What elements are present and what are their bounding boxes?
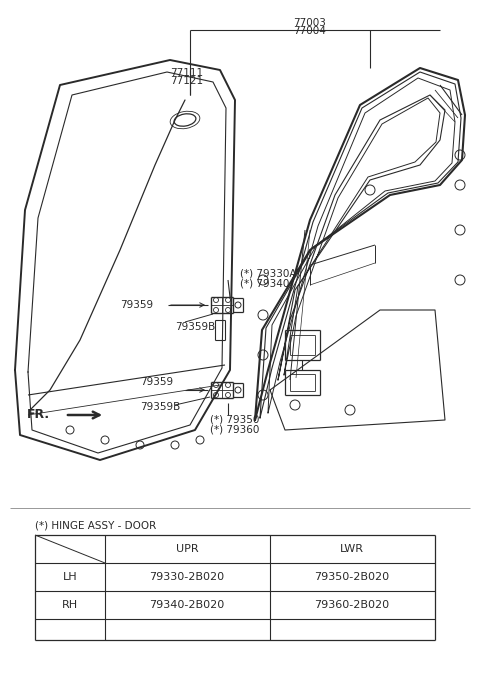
Text: (*) 79360: (*) 79360 <box>210 425 259 435</box>
Text: 79359B: 79359B <box>175 322 215 332</box>
Text: UPR: UPR <box>176 544 198 554</box>
Text: 77121: 77121 <box>170 76 203 86</box>
Text: 79359B: 79359B <box>140 402 180 412</box>
Text: (*) 79350: (*) 79350 <box>210 415 259 425</box>
Text: (*) HINGE ASSY - DOOR: (*) HINGE ASSY - DOOR <box>35 520 156 530</box>
Text: FR.: FR. <box>27 409 50 421</box>
Text: 79359: 79359 <box>140 377 173 387</box>
Text: 79340-2B020: 79340-2B020 <box>149 600 225 610</box>
Text: RH: RH <box>62 600 78 610</box>
Text: 79330-2B020: 79330-2B020 <box>149 572 225 582</box>
Text: 79350-2B020: 79350-2B020 <box>314 572 390 582</box>
Text: 77004: 77004 <box>294 26 326 36</box>
Text: LWR: LWR <box>340 544 364 554</box>
Text: 77111: 77111 <box>170 68 203 78</box>
Text: (*) 79330A: (*) 79330A <box>240 268 297 278</box>
Text: LH: LH <box>63 572 77 582</box>
Text: (*) 79340: (*) 79340 <box>240 278 289 288</box>
Text: 79359: 79359 <box>120 300 153 310</box>
Text: 79360-2B020: 79360-2B020 <box>314 600 390 610</box>
Text: 77003: 77003 <box>294 18 326 28</box>
